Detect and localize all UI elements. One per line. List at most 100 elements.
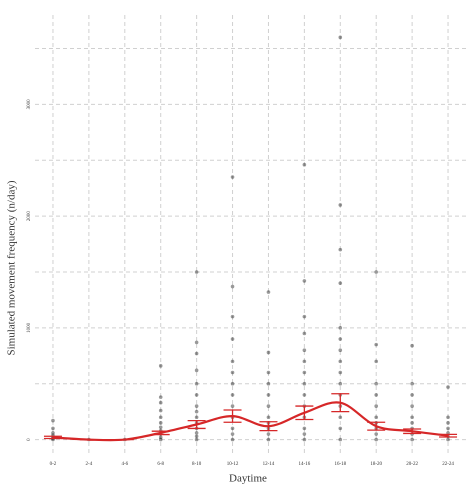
data-point [302,426,307,431]
data-point [194,434,199,439]
data-point [374,415,379,420]
data-point [338,370,343,375]
data-point [51,418,55,423]
error-bar [439,433,458,438]
data-point [446,426,450,431]
error-bar [295,405,314,421]
x-tick-label: 16-18 [334,462,346,467]
data-point [194,381,199,386]
data-point [266,432,271,436]
x-tick-label: 2-4 [86,462,93,467]
data-point [158,415,163,420]
data-point [374,432,379,436]
data-point [302,162,307,167]
data-point [338,35,343,40]
data-point [302,331,307,336]
data-point [194,270,199,274]
error-bar [43,435,62,440]
data-point [338,337,343,341]
x-tick-label: 18-20 [370,462,382,467]
data-point [374,270,379,274]
data-point [266,381,271,386]
error-bar [367,421,386,431]
data-point [302,432,307,436]
x-tick-label: 20-22 [406,462,418,467]
error-bar [331,393,350,413]
y-tick-label: 3000 [27,99,32,110]
data-point [266,350,271,355]
data-point [302,381,307,386]
data-point [266,393,271,397]
data-point [338,281,343,285]
error-bar [403,428,422,435]
data-point [446,437,450,442]
data-point [194,368,199,373]
data-point [158,408,163,413]
x-tick-label: 10-12 [227,462,239,467]
data-point [410,343,414,348]
data-point [410,381,414,386]
data-point [266,404,271,408]
y-tick-label: 0 [27,438,32,441]
y-axis-title: Simulated movement frequency (n/day) [6,180,18,355]
data-point [338,437,343,442]
error-bar [151,430,170,436]
x-tick-label: 0-2 [50,462,57,467]
data-point [194,351,199,356]
data-point [374,437,379,442]
y-tick-label: 2000 [27,211,32,222]
data-point [266,415,271,420]
data-point [302,279,307,283]
data-point [338,348,343,353]
data-point [194,415,199,420]
data-point [302,370,307,375]
data-point [158,425,163,430]
x-tick-label: 22-24 [442,462,454,467]
data-point [158,400,163,405]
data-point [194,340,199,345]
data-point [410,421,414,425]
data-point [338,203,343,207]
data-point [230,432,235,436]
data-point [158,364,163,368]
data-point [230,404,235,408]
data-point [374,342,379,347]
data-point [302,393,307,397]
data-point [338,326,343,330]
data-point [158,395,163,399]
data-point [410,415,414,420]
data-point [51,431,55,435]
data-point [158,421,163,425]
data-point [446,385,450,389]
data-point [374,359,379,364]
data-point [230,437,235,442]
y-tick-label: 1000 [27,322,32,333]
data-point [266,437,271,442]
data-point [194,409,199,414]
data-point [410,393,414,397]
x-tick-label: 6-8 [157,462,164,467]
data-point [446,415,450,420]
data-point [374,404,379,408]
error-bar [187,419,206,430]
data-point [194,437,199,442]
error-bar [259,421,278,432]
error-bar [223,409,242,423]
data-point [230,284,235,289]
x-tick-label: 4-6 [121,462,128,467]
data-point [302,437,307,442]
data-point [302,359,307,364]
data-point [230,359,235,364]
data-point [194,431,199,435]
data-point [51,426,55,431]
x-axis-title: Daytime [229,473,267,485]
data-point [338,247,343,252]
data-point [374,393,379,397]
data-point [266,370,271,375]
data-point [338,426,343,431]
data-point [410,404,414,408]
data-point [230,381,235,386]
data-point [338,359,343,364]
data-point [302,314,307,319]
